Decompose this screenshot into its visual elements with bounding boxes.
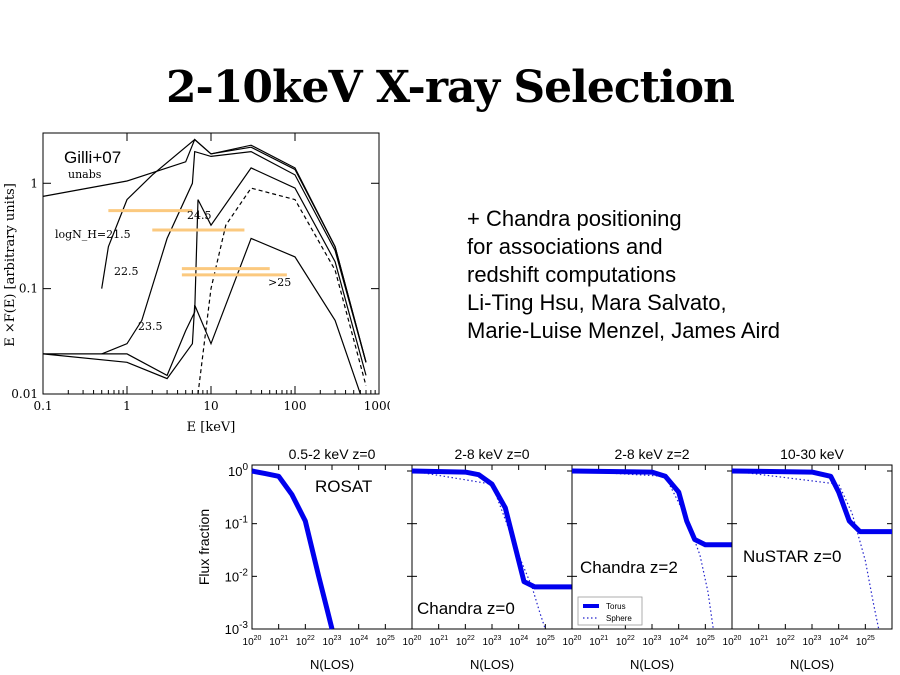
y-tick-label: 100 [228, 462, 248, 479]
x-tick-label: 1023 [323, 635, 342, 648]
x-tick-label: 1021 [429, 635, 448, 648]
x-tick-label: 10 [203, 399, 218, 413]
x-axis-label: E [keV] [187, 420, 236, 435]
panel-label: Chandra z=0 [417, 599, 515, 618]
note-line: for associations and [467, 234, 663, 259]
flux-fraction-chart: 0.5-2 keV z=0 1020 1021 1022 1023 1024 1025 N(L… [196, 446, 893, 672]
x-tick-label: 1024 [349, 635, 368, 648]
spectrum-line-24.5 [42, 237, 361, 395]
x-tick-label: 1020 [563, 635, 582, 648]
x-tick-label: 1025 [536, 635, 555, 648]
panel-label: NuSTAR z=0 [743, 547, 841, 566]
x-tick-label: 1024 [509, 635, 528, 648]
spectrum-line-22.5 [101, 150, 367, 363]
x-tick-label: 1020 [403, 635, 422, 648]
torus-line [411, 468, 572, 590]
x-tick-label: 1022 [776, 635, 795, 648]
chart-annotation: >25 [268, 276, 291, 289]
spectrum-chart: 0.111010010000.010.11 Gilli+07 unabs log… [3, 132, 390, 435]
slide-title: 2-10keV X-ray Selection [165, 62, 735, 113]
y-tick-label: 10-1 [225, 515, 249, 532]
panel-title: 2-8 keV z=2 [614, 446, 689, 462]
y-axis-label: E ×F(E) [arbitrary units] [3, 183, 18, 347]
x-tick-label: 1025 [856, 635, 875, 648]
x-tick-label: 0.1 [33, 399, 52, 413]
panel-title: 2-8 keV z=0 [454, 446, 529, 462]
x-axis-label: N(LOS) [790, 657, 834, 672]
x-axis-label: N(LOS) [310, 657, 354, 672]
chart-annotation: 22.5 [114, 265, 139, 278]
panel-title: 0.5-2 keV z=0 [289, 446, 376, 462]
torus-line [731, 468, 892, 535]
chart-annotation: Gilli+07 [64, 148, 121, 167]
legend-box [577, 596, 643, 626]
spectrum-line-23.5 [43, 167, 367, 377]
x-tick-label: 100 [284, 399, 307, 413]
chart-annotation: unabs [68, 168, 102, 181]
x-tick-label: 1020 [243, 635, 262, 648]
note-line: Marie-Luise Menzel, James Aird [467, 318, 781, 343]
x-tick-label: 1021 [269, 635, 288, 648]
x-tick-label: 1020 [723, 635, 742, 648]
legend: Torus Sphere [577, 596, 643, 626]
x-tick-label: 1024 [669, 635, 688, 648]
spectrum-line-21.5 [101, 138, 367, 363]
legend-label: Sphere [606, 614, 632, 623]
slide-notes: + Chandra positioning for associations a… [467, 205, 780, 345]
y-tick-label: 0.01 [11, 387, 38, 401]
torus-line [571, 468, 732, 548]
panel-title: 10-30 keV [780, 446, 844, 462]
x-tick-label: 1023 [643, 635, 662, 648]
x-tick-label: 1025 [696, 635, 715, 648]
y-tick-label: 0.1 [19, 282, 38, 296]
x-tick-label: 1024 [829, 635, 848, 648]
x-tick-label: 1 [123, 399, 131, 413]
x-tick-label: 1023 [483, 635, 502, 648]
note-line: redshift computations [467, 262, 677, 287]
flux-panel: 10-30 keV 1020 1021 1022 1023 1024 1025 N(LOS) N… [723, 446, 893, 672]
chart-annotation: logN_H=21.5 [55, 228, 131, 241]
spectrum-line-gt25 [197, 187, 367, 395]
torus-line [251, 468, 335, 630]
x-tick-label: 1022 [296, 635, 315, 648]
x-tick-label: 1023 [803, 635, 822, 648]
panel-label: Chandra z=2 [580, 558, 678, 577]
x-axis-label: N(LOS) [630, 657, 674, 672]
panel-label: ROSAT [315, 477, 372, 496]
y-tick-label: 10-3 [225, 620, 249, 637]
chart-annotation: 24.5 [187, 209, 212, 222]
x-tick-label: 1021 [589, 635, 608, 648]
y-tick-label: 1 [30, 176, 38, 190]
note-line: Li-Ting Hsu, Mara Salvato, [467, 290, 727, 315]
y-axis-label: Flux fraction [196, 509, 212, 585]
flux-panel: 0.5-2 keV z=0 1020 1021 1022 1023 1024 1025 N(L… [225, 446, 413, 672]
flux-panel: 2-8 keV z=2 1020 1021 1022 1023 1024 1025 N(LOS… [563, 446, 733, 672]
legend-label: Torus [606, 602, 626, 611]
note-line: + Chandra positioning [467, 206, 682, 231]
x-tick-label: 1025 [376, 635, 395, 648]
x-tick-label: 1022 [616, 635, 635, 648]
x-tick-label: 1022 [456, 635, 475, 648]
x-axis-label: N(LOS) [470, 657, 514, 672]
chart-annotation: 23.5 [138, 320, 163, 333]
x-tick-label: 1021 [749, 635, 768, 648]
y-tick-label: 10-2 [225, 567, 249, 584]
flux-panel: 2-8 keV z=0 1020 1021 1022 1023 1024 1025 N(LOS… [403, 446, 573, 672]
